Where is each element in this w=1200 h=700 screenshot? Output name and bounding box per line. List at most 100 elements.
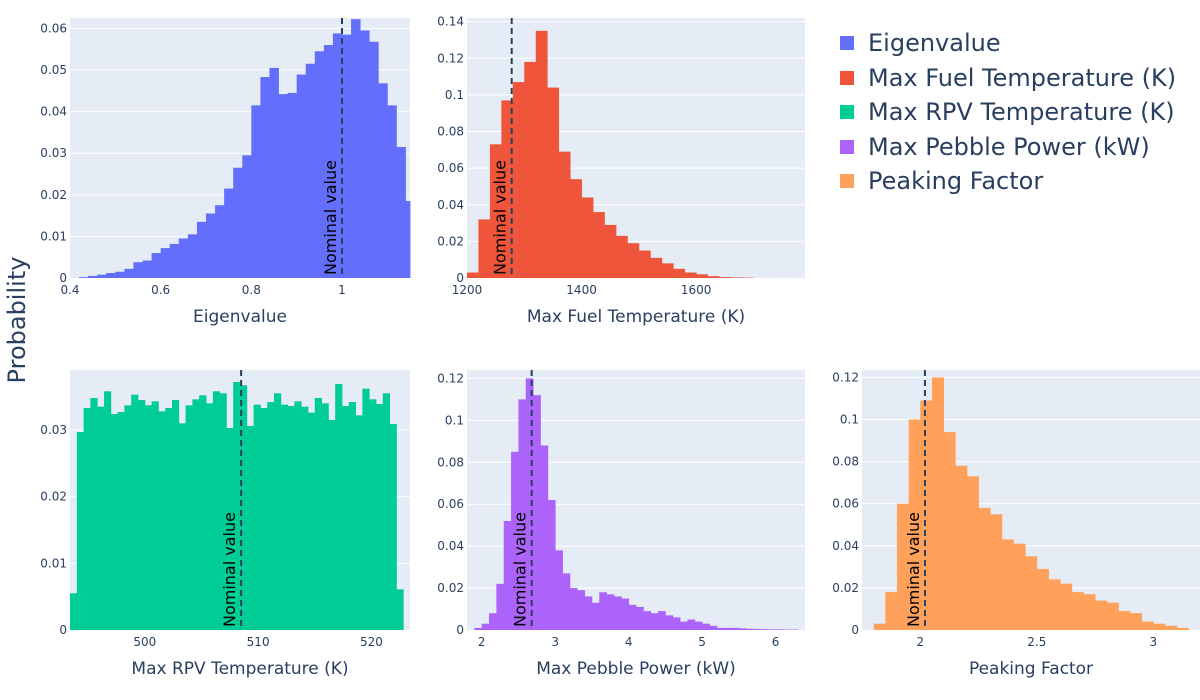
histogram-bar: [369, 41, 379, 278]
histogram-bar: [104, 391, 112, 630]
x-tick-label: 1600: [681, 283, 712, 297]
histogram-bar: [593, 212, 605, 278]
histogram-bar: [650, 613, 659, 630]
histogram-bar: [555, 550, 563, 630]
histogram-bar: [478, 219, 491, 278]
histogram-bar: [1176, 627, 1189, 630]
subplot-5: Nominal value 0 0.02 0.04 0.06 0.08 0.1 0.12 2 2.…: [832, 370, 1200, 679]
y-tick-label: 0.02: [40, 188, 67, 202]
histogram-bar: [481, 623, 490, 630]
histogram-bar: [260, 408, 268, 630]
histogram-bar: [79, 277, 89, 278]
legend-swatch: [840, 70, 854, 85]
x-tick-label: 500: [133, 635, 156, 649]
histogram-bar: [604, 224, 617, 278]
histogram-bar: [382, 393, 390, 630]
x-axis-title: Eigenvalue: [193, 307, 287, 327]
histogram-bar: [172, 400, 180, 630]
histogram-bar: [467, 272, 479, 278]
x-tick-label: 3: [551, 635, 559, 649]
histogram-bar: [267, 402, 275, 630]
y-tick-label: 0.1: [445, 413, 464, 427]
histogram-bar: [106, 273, 116, 278]
legend-item-max-rpv-temperature[interactable]: Max RPV Temperature (K): [840, 95, 1176, 130]
histogram-bar: [684, 272, 697, 278]
x-tick-label: 5: [698, 635, 706, 649]
histogram-bar: [389, 424, 397, 630]
histogram-bar: [955, 465, 968, 630]
histogram-bar: [160, 248, 171, 278]
histogram-bar: [636, 606, 644, 630]
y-tick-label: 0.06: [437, 161, 464, 175]
histogram-bar: [599, 592, 608, 630]
histogram-bar: [219, 393, 227, 630]
legend-label: Eigenvalue: [868, 29, 1001, 58]
histogram-bar: [606, 594, 615, 630]
histogram-bar: [768, 629, 777, 630]
y-tick-label: 0.04: [832, 539, 859, 553]
histogram-bar: [117, 412, 125, 630]
histogram-bar: [716, 627, 725, 630]
subplot-1: Nominal value 0 0.01 0.02 0.03 0.04 0.05 0.06 0.…: [40, 18, 411, 327]
histogram-bar: [687, 619, 696, 630]
histogram-bar: [524, 61, 537, 278]
histogram-bar: [489, 144, 502, 278]
histogram-bar: [533, 395, 541, 630]
histogram-bar: [658, 611, 666, 630]
histogram-bar: [378, 83, 388, 278]
legend-item-max-pebble-power[interactable]: Max Pebble Power (kW): [840, 130, 1176, 165]
histogram-bar: [224, 188, 234, 278]
y-tick-label: 0.04: [40, 105, 67, 119]
legend-item-peaking-factor[interactable]: Peaking Factor: [840, 164, 1176, 199]
histogram-bar: [269, 67, 279, 278]
subplot-3: Nominal value 0 0.01 0.02 0.03 500 510 520 Max R…: [40, 370, 410, 679]
y-tick-label: 0: [456, 271, 464, 285]
histogram-bar: [709, 625, 718, 630]
legend-item-eigenvalue[interactable]: Eigenvalue: [840, 26, 1176, 61]
histogram-bar: [760, 629, 769, 630]
x-tick-label: 0.6: [151, 283, 170, 297]
y-tick-label: 0.04: [437, 198, 464, 212]
histogram-bar: [643, 611, 652, 630]
histogram-bar: [990, 514, 1003, 630]
y-tick-label: 0: [59, 623, 67, 637]
histogram-bar: [613, 596, 622, 630]
y-tick-label: 0.01: [40, 229, 67, 243]
y-tick-label: 0.08: [437, 455, 464, 469]
histogram-bar: [301, 406, 309, 630]
histogram-bar: [253, 404, 261, 630]
histogram-bar: [501, 100, 514, 278]
histogram-bar: [131, 394, 139, 630]
y-tick-label: 0.14: [437, 15, 464, 29]
histogram-bar: [178, 423, 186, 630]
x-axis-title: Max Pebble Power (kW): [536, 659, 736, 679]
histogram-bar: [1013, 543, 1026, 630]
histogram-bar: [169, 243, 180, 278]
legend[interactable]: Eigenvalue Max Fuel Temperature (K) Max …: [840, 26, 1176, 199]
histogram-bar: [943, 432, 956, 630]
y-tick-label: 0: [851, 623, 859, 637]
histogram-bar: [775, 629, 784, 630]
x-tick-label: 1: [338, 283, 346, 297]
histogram-bar: [920, 400, 933, 630]
legend-item-max-fuel-temperature[interactable]: Max Fuel Temperature (K): [840, 61, 1176, 96]
histogram-bar: [694, 621, 703, 630]
histogram-bar: [1083, 594, 1096, 630]
histogram-bar: [342, 34, 352, 278]
histogram-bar: [97, 274, 107, 278]
y-tick-label: 0.12: [437, 371, 464, 385]
x-tick-label: 2.5: [1027, 635, 1046, 649]
histogram-bar: [673, 268, 686, 278]
y-tick-label: 0.05: [40, 63, 67, 77]
histogram-bar: [591, 602, 600, 630]
x-tick-label: 1400: [566, 283, 597, 297]
histogram-bar: [233, 167, 243, 278]
histogram-bar: [274, 393, 282, 630]
histogram-bar: [83, 408, 91, 630]
histogram-bar: [1118, 611, 1131, 630]
histogram-bar: [351, 19, 361, 279]
histogram-bar: [360, 30, 370, 279]
histogram-bar: [280, 404, 288, 630]
histogram-bar: [206, 213, 216, 278]
histogram-bar: [724, 627, 732, 630]
